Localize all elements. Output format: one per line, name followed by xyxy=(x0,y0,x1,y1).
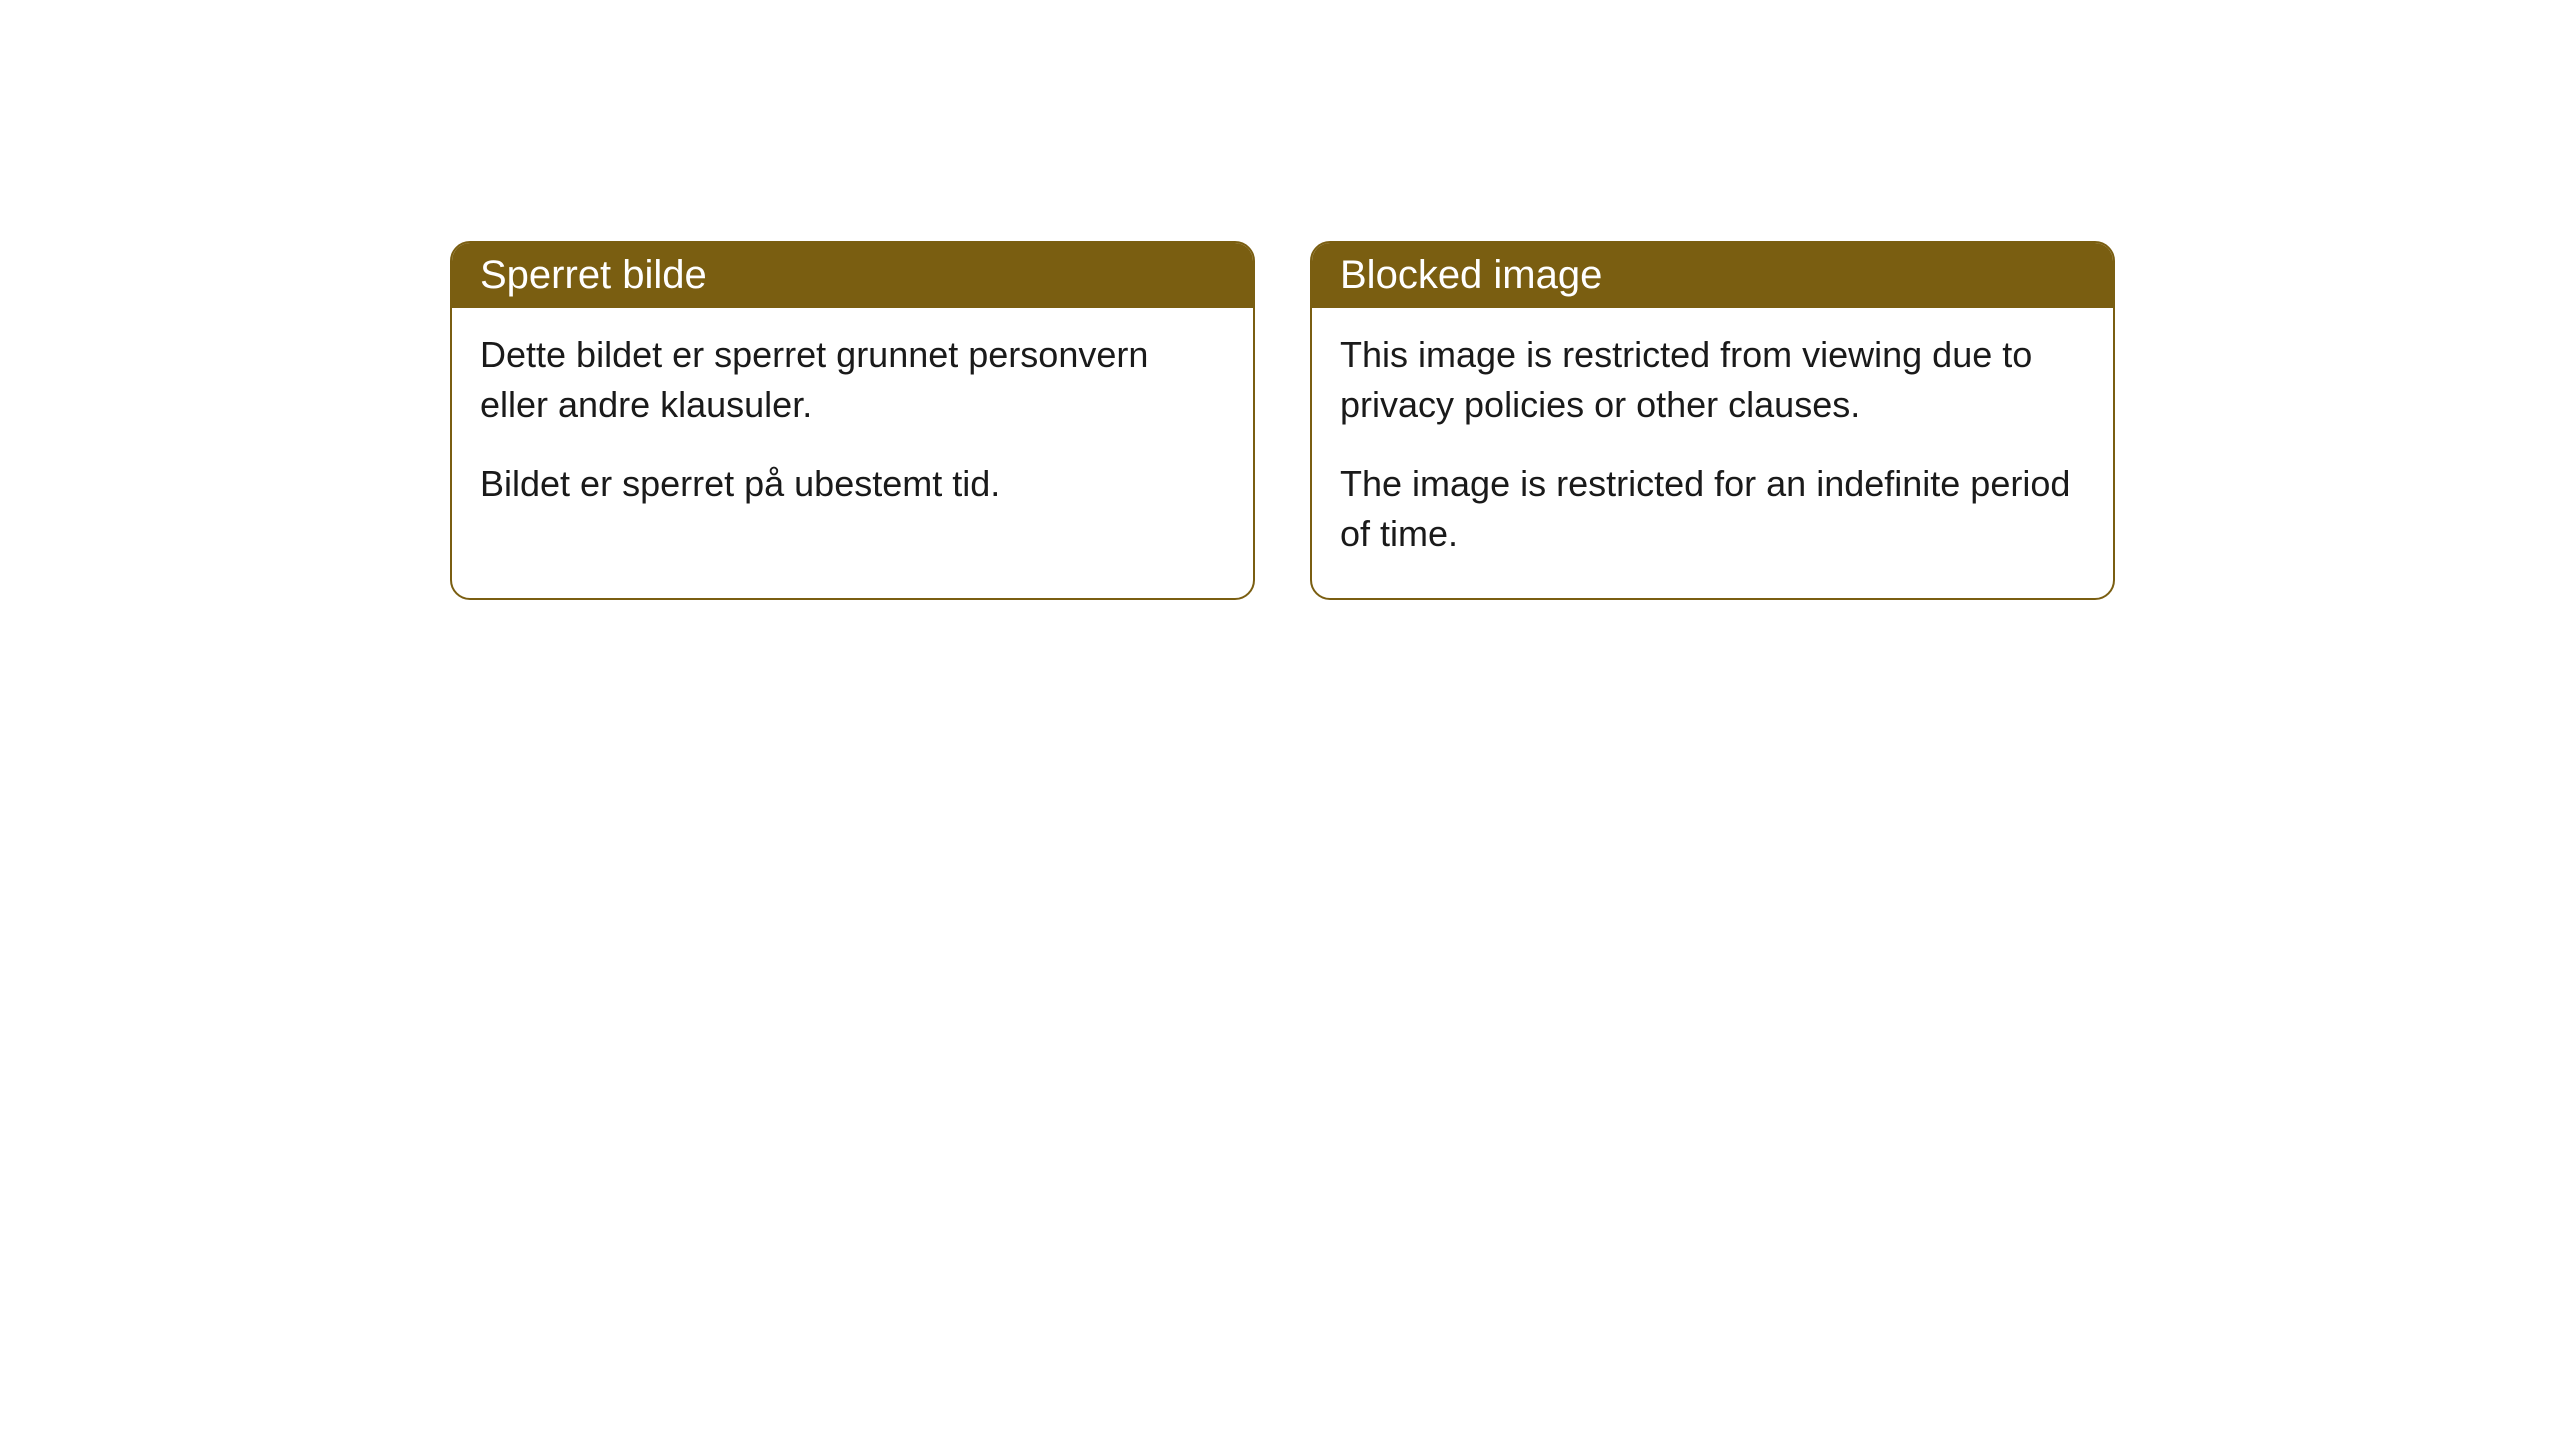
notice-header: Blocked image xyxy=(1312,243,2113,308)
notice-body: Dette bildet er sperret grunnet personve… xyxy=(452,308,1253,547)
notice-title: Blocked image xyxy=(1340,253,1602,297)
notice-body: This image is restricted from viewing du… xyxy=(1312,308,2113,598)
notice-paragraph-1: Dette bildet er sperret grunnet personve… xyxy=(480,330,1225,431)
notice-paragraph-1: This image is restricted from viewing du… xyxy=(1340,330,2085,431)
notice-container: Sperret bilde Dette bildet er sperret gr… xyxy=(450,241,2115,600)
notice-header: Sperret bilde xyxy=(452,243,1253,308)
notice-title: Sperret bilde xyxy=(480,253,707,297)
notice-paragraph-2: The image is restricted for an indefinit… xyxy=(1340,459,2085,560)
notice-card-norwegian: Sperret bilde Dette bildet er sperret gr… xyxy=(450,241,1255,600)
notice-paragraph-2: Bildet er sperret på ubestemt tid. xyxy=(480,459,1225,509)
notice-card-english: Blocked image This image is restricted f… xyxy=(1310,241,2115,600)
